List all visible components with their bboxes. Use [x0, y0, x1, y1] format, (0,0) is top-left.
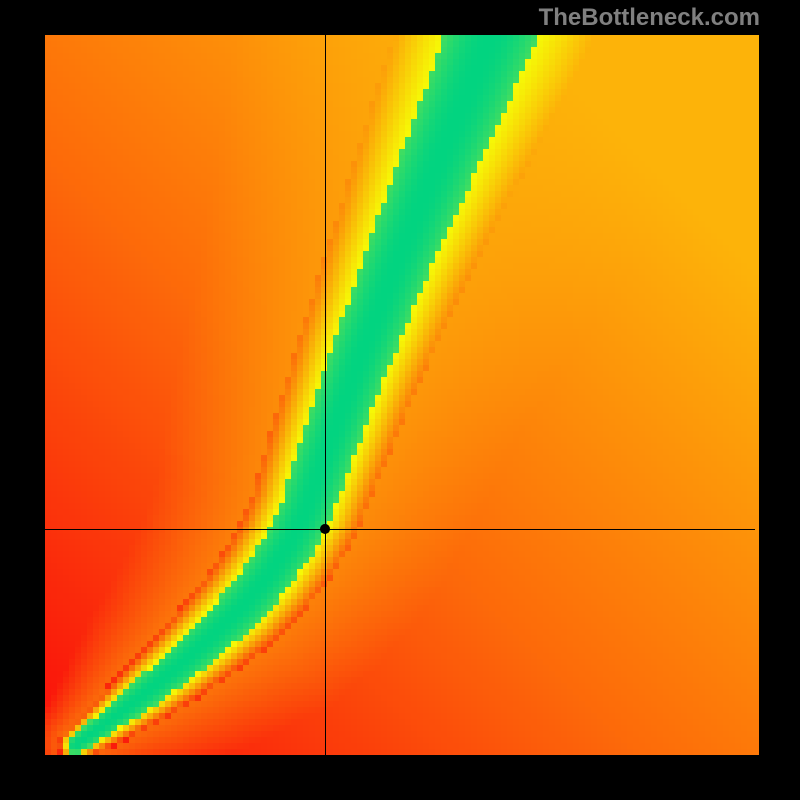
watermark-text: TheBottleneck.com: [539, 4, 760, 32]
heatmap-canvas: [0, 0, 800, 800]
chart-container: TheBottleneck.com: [0, 0, 800, 800]
